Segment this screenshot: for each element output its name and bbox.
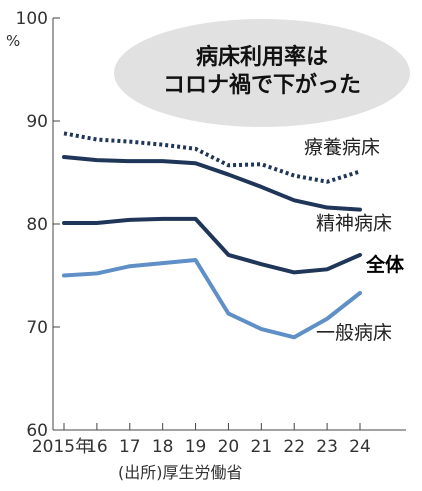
x-tick-label: 19 <box>185 437 207 457</box>
x-tick-label: 20 <box>218 437 240 457</box>
y-unit-label: % <box>6 32 20 50</box>
series-line <box>62 155 362 212</box>
series-line <box>62 258 362 340</box>
title-line-1: 病床利用率は <box>196 44 328 70</box>
x-tick-label: 17 <box>119 437 141 457</box>
x-tick-label: 22 <box>283 437 305 457</box>
x-tick-label: 18 <box>152 437 174 457</box>
title-line-2: コロナ禍で下がった <box>163 72 361 98</box>
y-tick-label: 100 <box>16 9 48 29</box>
y-tick-label: 70 <box>26 318 48 338</box>
series-line <box>63 131 361 184</box>
source-note: (出所)厚生労働省 <box>118 463 243 482</box>
series-line <box>62 216 362 275</box>
series-label: 全体 <box>365 253 405 276</box>
x-tick-label: 24 <box>349 437 371 457</box>
series-label: 一般病床 <box>316 322 392 344</box>
y-tick-label: 80 <box>26 215 48 235</box>
y-tick-label: 60 <box>26 421 48 441</box>
y-ticks: 60 70 80 90 100 <box>16 9 60 441</box>
series-label: 療養病床 <box>304 136 380 158</box>
title-bubble <box>114 19 410 127</box>
x-tick-label: 16 <box>86 437 108 457</box>
x-tick-label: 2015年 <box>32 437 92 457</box>
series-label: 精神病床 <box>316 213 392 235</box>
x-tick-label: 23 <box>316 437 338 457</box>
chart-title: 病床利用率は コロナ禍で下がった <box>114 19 410 127</box>
x-tick-label: 21 <box>251 437 273 457</box>
y-tick-label: 90 <box>26 112 48 132</box>
series-lines <box>62 131 362 340</box>
